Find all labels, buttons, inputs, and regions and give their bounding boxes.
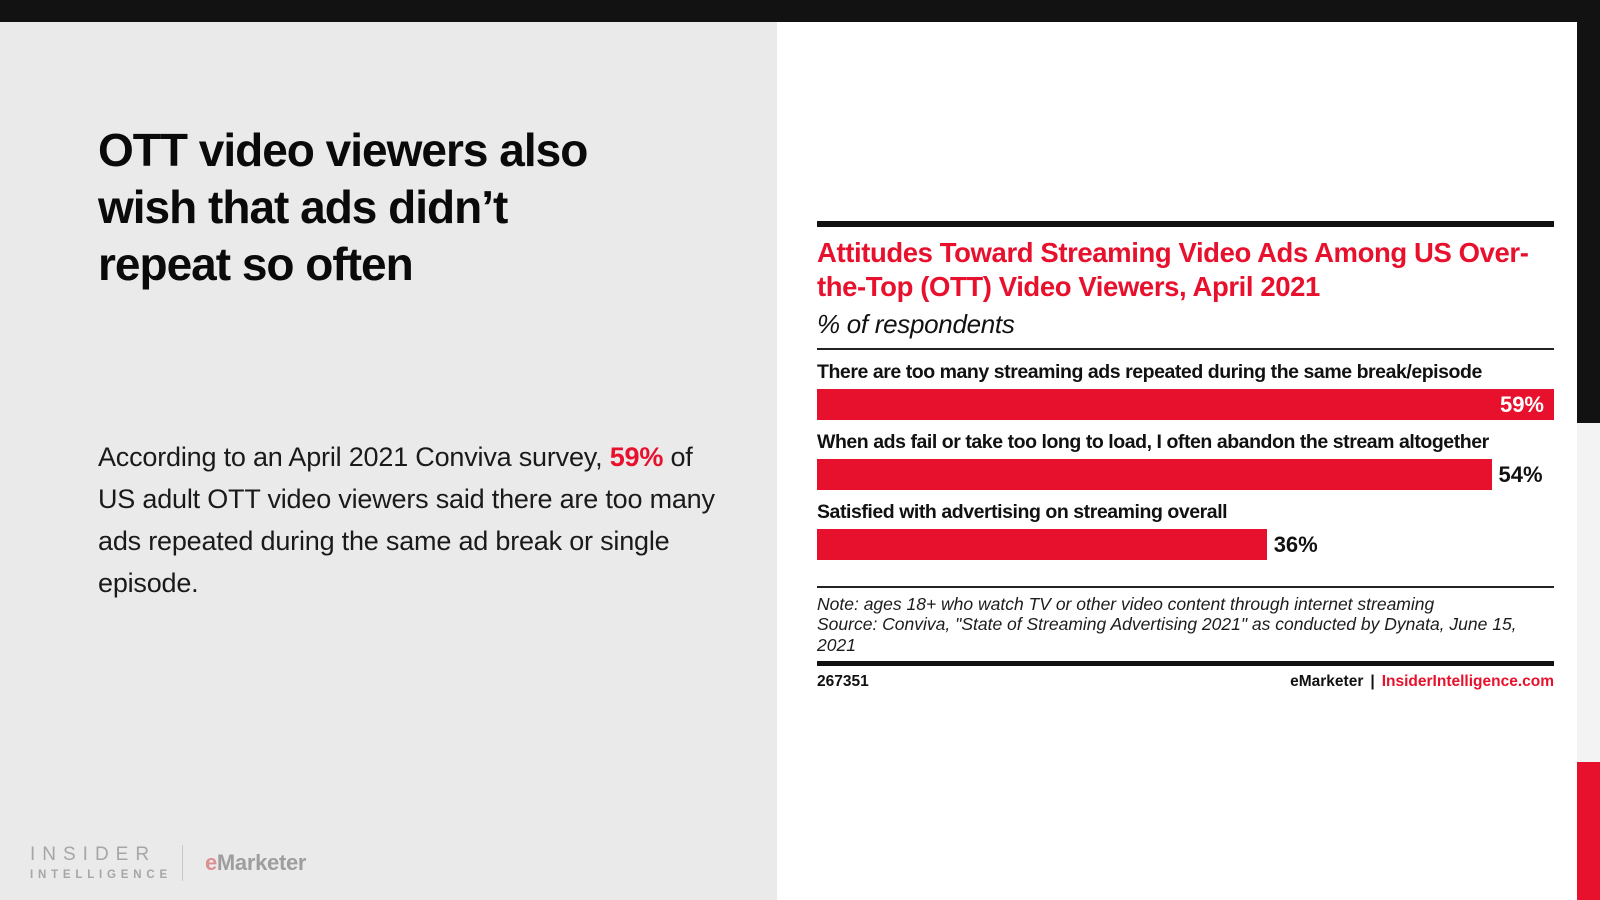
note-rule xyxy=(817,586,1554,588)
bar-chart: There are too many streaming ads repeate… xyxy=(817,361,1554,560)
chart-note: Note: ages 18+ who watch TV or other vid… xyxy=(817,593,1435,614)
headline-line-3: repeat so often xyxy=(98,238,414,290)
bar-category-label: Satisfied with advertising on streaming … xyxy=(817,501,1228,523)
insider-logo-line2: INTELLIGENCE xyxy=(30,869,172,881)
right-strip-red xyxy=(1577,762,1600,900)
bar-too-many-repeated-ads: 59% xyxy=(817,389,1554,420)
emarketer-logo: eMarketer xyxy=(204,849,307,876)
bar-value-label: 54% xyxy=(1498,461,1543,487)
top-bar xyxy=(0,0,1600,22)
bar-value-label: 36% xyxy=(1273,531,1318,557)
chart-id: 267351 xyxy=(817,673,869,690)
footer-emarketer-label: eMarketer xyxy=(1290,673,1364,690)
right-strip-gray xyxy=(1577,423,1600,762)
headline-line-1: OTT video viewers also xyxy=(98,124,588,176)
insider-intelligence-link[interactable]: InsiderIntelligence.com xyxy=(1381,673,1554,690)
emarketer-logo-e: e xyxy=(204,849,217,875)
chart-panel: Attitudes Toward Streaming Video Ads Amo… xyxy=(777,22,1577,900)
body-highlight-stat: 59% xyxy=(609,442,664,472)
bar-value-label: 59% xyxy=(1499,392,1544,417)
bar-row: There are too many streaming ads repeate… xyxy=(817,361,1554,420)
bar-category-label: There are too many streaming ads repeate… xyxy=(817,361,1482,383)
bar-row: When ads fail or take too long to load, … xyxy=(817,431,1554,490)
chart-subtitle: % of respondents xyxy=(817,309,1015,339)
subtitle-rule xyxy=(817,348,1554,350)
chart-top-rule xyxy=(817,221,1554,227)
chart-footer-brands: eMarketer | InsiderIntelligence.com xyxy=(1290,673,1554,691)
chart-title: Attitudes Toward Streaming Video Ads Amo… xyxy=(817,237,1529,302)
right-strip-black xyxy=(1577,22,1600,423)
emarketer-logo-rest: Marketer xyxy=(216,849,307,875)
headline-line-2: wish that ads didn’t xyxy=(98,181,508,233)
logo-divider xyxy=(181,844,183,881)
footer-separator: | xyxy=(1370,673,1375,690)
insider-logo-line1: INSIDER xyxy=(30,844,157,865)
brand-logos: INSIDER INTELLIGENCE eMarketer xyxy=(30,844,307,881)
bar-satisfied-overall xyxy=(817,529,1267,560)
chart-content: Attitudes Toward Streaming Video Ads Amo… xyxy=(817,22,1554,691)
slide-headline: OTT video viewers also wish that ads did… xyxy=(98,122,738,293)
chart-footer: 267351 eMarketer | InsiderIntelligence.com xyxy=(817,673,1554,691)
slide-body-text: According to an April 2021 Conviva surve… xyxy=(98,436,723,604)
body-text-before: According to an April 2021 Conviva surve… xyxy=(98,442,610,472)
left-panel: OTT video viewers also wish that ads did… xyxy=(0,22,777,900)
bar-row: Satisfied with advertising on streaming … xyxy=(817,501,1554,560)
body-text-after: of US adult OTT video viewers said there… xyxy=(98,442,715,598)
bar-abandon-stream xyxy=(817,459,1492,490)
bar-category-label: When ads fail or take too long to load, … xyxy=(817,431,1489,453)
chart-bottom-rule xyxy=(817,661,1554,666)
chart-source: Source: Conviva, "State of Streaming Adv… xyxy=(817,614,1517,655)
chart-note-block: Note: ages 18+ who watch TV or other vid… xyxy=(817,594,1554,656)
insider-intelligence-logo: INSIDER INTELLIGENCE xyxy=(30,844,172,881)
